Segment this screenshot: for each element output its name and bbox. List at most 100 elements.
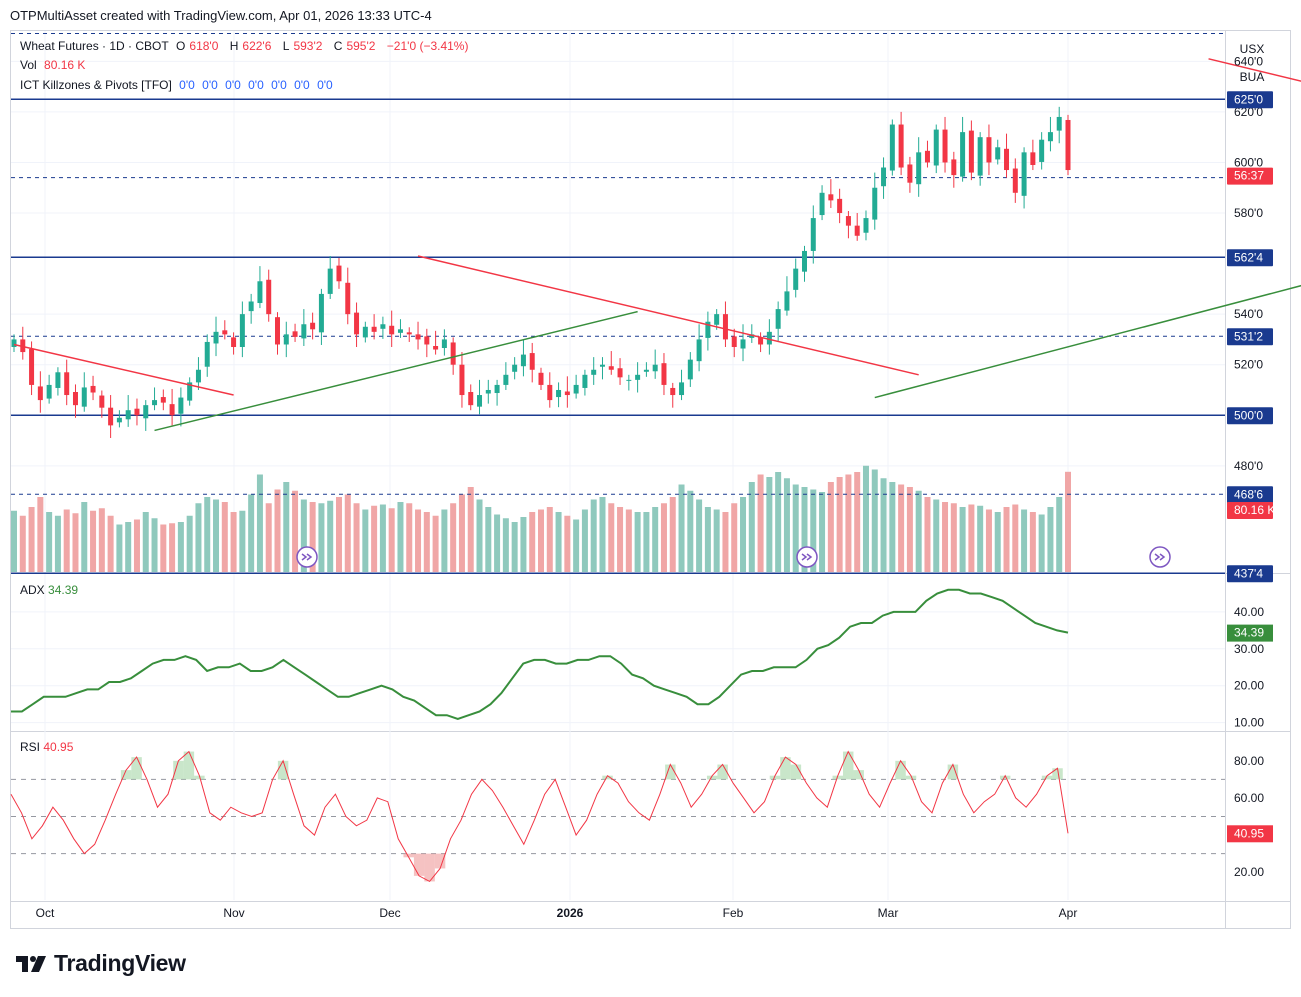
volume-bar [195, 503, 202, 572]
rsi-oversold-fill [424, 853, 435, 882]
volume-bar [177, 522, 184, 572]
volume-bar [862, 465, 869, 572]
volume-bar [46, 512, 53, 572]
price-badge-label: 437'4 [1234, 566, 1263, 580]
volume-bar [669, 497, 676, 572]
tradingview-logo-text: TradingView [54, 950, 186, 976]
candle-body [37, 386, 43, 401]
candle-body [450, 342, 456, 365]
volume-bar [256, 474, 263, 572]
rsi-overbought-fill [665, 764, 676, 780]
candle-body [670, 387, 676, 396]
candle-body [881, 167, 887, 187]
rsi-axis-label: 80.00 [1234, 754, 1264, 768]
volume-bar [801, 487, 808, 572]
rsi-label[interactable]: RSI [20, 740, 41, 754]
adx-badge-label: 34.39 [1234, 626, 1264, 640]
candle-body [55, 372, 61, 388]
volume-bar [933, 499, 940, 572]
candle-body [977, 137, 983, 176]
candle-body [837, 198, 843, 214]
candle-body [889, 124, 895, 171]
candle-body [433, 345, 439, 350]
volume-bar [327, 500, 334, 572]
adx-axis-label: 10.00 [1234, 716, 1264, 730]
volume-bar [318, 503, 325, 572]
volume-bar [379, 504, 386, 572]
volume-bar [502, 518, 509, 572]
time-axis-label: Feb [723, 906, 744, 920]
time-axis-label: 2026 [557, 906, 584, 920]
price-badge-label: 531'2 [1234, 329, 1263, 343]
vol-label[interactable]: Vol [20, 58, 37, 72]
volume-bar [292, 490, 299, 572]
price-badge [1227, 167, 1273, 185]
candle-body [125, 410, 131, 420]
candle-body [933, 129, 939, 166]
volume-bar [11, 510, 17, 572]
tradingview-logo[interactable]: TradingView [14, 950, 186, 977]
session-break-icon [301, 553, 313, 561]
candle-body [248, 301, 254, 312]
candle-body [696, 339, 702, 362]
adx-label[interactable]: ADX [20, 583, 45, 597]
rsi-overbought-fill [832, 775, 843, 780]
candle-body [924, 150, 930, 163]
rsi-overbought-fill [1052, 768, 1063, 780]
volume-bar [309, 502, 316, 572]
rsi-overbought-fill [999, 775, 1011, 780]
volume-bar [994, 512, 1001, 572]
candle-body [266, 279, 272, 315]
candle-body [512, 364, 518, 372]
volume-bar [1065, 471, 1071, 572]
volume-bar [827, 482, 834, 572]
candle-body [1047, 132, 1053, 142]
candle-body [503, 374, 509, 385]
rsi-overbought-fill [717, 764, 728, 780]
candle-body [187, 382, 193, 401]
candle-body [29, 349, 35, 385]
volume-bar [335, 497, 342, 572]
symbol-label[interactable]: Wheat Futures · 1D · CBOT [20, 39, 169, 53]
volume-bar [63, 509, 70, 572]
volume-bar [72, 513, 79, 572]
ict-value: 0'0 [271, 78, 287, 92]
volume-bar [142, 512, 149, 572]
candle-body [995, 147, 1001, 160]
candle-body [599, 364, 605, 367]
currency-usx-button[interactable]: USX [1239, 42, 1265, 56]
volume-bar [950, 503, 957, 572]
rsi-oversold-fill [403, 853, 414, 858]
volume-bar [915, 490, 922, 572]
volume-bar [107, 515, 114, 572]
volume-bar [494, 514, 501, 572]
candle-body [547, 384, 553, 401]
candle-body [204, 341, 210, 367]
candle-body [1030, 152, 1036, 165]
candle-body [942, 129, 948, 163]
volume-bar [652, 507, 659, 572]
open-value: 618'0 [189, 39, 219, 53]
candle-body [72, 392, 78, 406]
candle-body [108, 407, 114, 426]
volume-bar [1003, 507, 1010, 572]
volume-bar [731, 503, 738, 572]
volume-bar [213, 499, 220, 572]
volume-bar [151, 518, 158, 572]
volume-bar [942, 502, 949, 572]
volume-bar [423, 512, 430, 572]
adx-axis-label: 30.00 [1234, 642, 1264, 656]
candle-body [556, 389, 562, 398]
trendline-green [154, 310, 638, 432]
volume-bar [520, 517, 527, 572]
price-badge-label: 625'0 [1234, 92, 1263, 106]
ict-value: 0'0 [179, 78, 195, 92]
candle-body [652, 364, 658, 372]
volume-bar [880, 478, 887, 572]
ict-label[interactable]: ICT Killzones & Pivots [TFO] [20, 78, 172, 92]
unit-bua-button[interactable]: BUA [1239, 70, 1265, 84]
volume-bar [704, 507, 711, 572]
volume-bar [81, 502, 88, 572]
rsi-badge-label: 40.95 [1234, 826, 1264, 840]
